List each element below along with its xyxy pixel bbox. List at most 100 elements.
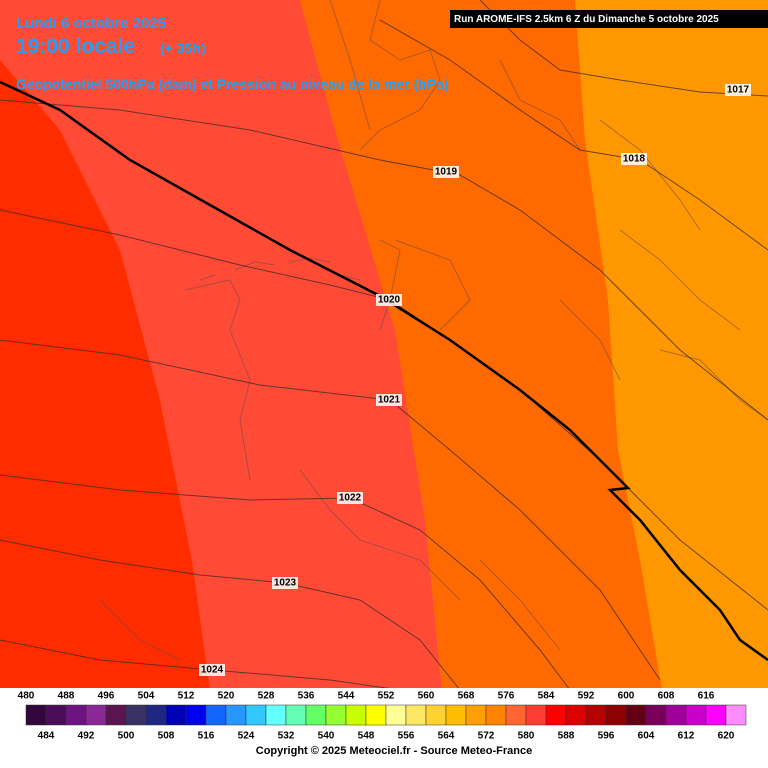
legend-swatch <box>665 704 687 726</box>
field-band <box>300 0 662 690</box>
legend-label: 604 <box>638 731 655 742</box>
isobar <box>0 474 571 691</box>
legend-swatch <box>585 704 607 726</box>
legend-label: 620 <box>718 731 735 742</box>
legend-swatch <box>225 704 247 726</box>
legend-label: 564 <box>438 731 455 742</box>
coastline <box>99 0 768 661</box>
time: 19:00 locale <box>16 35 135 58</box>
legend-swatch <box>645 704 667 726</box>
legend-label: 512 <box>178 691 195 702</box>
legend-label: 540 <box>318 731 335 742</box>
legend-label: 524 <box>238 731 255 742</box>
geopotential-line <box>0 80 768 662</box>
legend-swatch <box>505 704 527 726</box>
isobar-label-bg <box>199 664 225 676</box>
run-info: Run AROME-IFS 2.5km 6 Z du Dimanche 5 oc… <box>454 14 719 25</box>
legend-label: 596 <box>598 731 615 742</box>
legend-swatch <box>265 704 287 726</box>
legend-label: 556 <box>398 731 415 742</box>
legend-label: 580 <box>518 731 535 742</box>
legend-label: 536 <box>298 691 315 702</box>
legend-swatch <box>145 704 167 726</box>
copyright: Copyright © 2025 Meteociel.fr - Source M… <box>256 745 532 757</box>
isobar-label-bg <box>725 84 751 96</box>
legend-label: 592 <box>578 691 595 702</box>
field-band <box>0 60 210 690</box>
legend-background <box>0 688 768 768</box>
legend: 480 488 496 504 512 520 528 536 544 552 560 568 576 5… <box>18 691 747 742</box>
isobar <box>0 339 661 681</box>
legend-label: 544 <box>338 691 355 702</box>
isobar-label: 1021 <box>378 395 401 406</box>
isobar-label: 1017 <box>727 85 750 96</box>
legend-label: 516 <box>198 731 215 742</box>
legend-swatch <box>385 704 407 726</box>
legend-swatch <box>285 704 307 726</box>
run-box <box>450 10 768 28</box>
legend-label: 588 <box>558 731 575 742</box>
legend-label: 508 <box>158 731 175 742</box>
legend-swatch <box>625 704 647 726</box>
legend-swatch <box>245 704 267 726</box>
legend-swatch <box>325 704 347 726</box>
legend-label: 484 <box>38 731 55 742</box>
legend-label: 576 <box>498 691 515 702</box>
isobar-labels: 1017 1018 1019 1020 1021 1022 1023 1024 <box>199 84 751 676</box>
legend-label: 548 <box>358 731 375 742</box>
legend-label: 560 <box>418 691 435 702</box>
legend-swatch <box>705 704 727 726</box>
legend-swatch <box>485 704 507 726</box>
isobar-label-bg <box>621 153 647 165</box>
legend-label: 568 <box>458 691 475 702</box>
legend-swatch <box>65 704 87 726</box>
date: Lundi 6 octobre 2025 <box>16 15 166 32</box>
lead-time: (+ 35h) <box>160 40 206 56</box>
legend-swatch <box>465 704 487 726</box>
legend-label: 500 <box>118 731 135 742</box>
legend-swatch <box>185 704 207 726</box>
legend-label: 584 <box>538 691 555 702</box>
legend-label: 532 <box>278 731 295 742</box>
legend-swatch <box>105 704 127 726</box>
isobar-label: 1023 <box>274 578 297 589</box>
field-band <box>0 0 442 690</box>
legend-label: 616 <box>698 691 715 702</box>
legend-label: 488 <box>58 691 75 702</box>
isobar-label-bg <box>433 166 459 178</box>
legend-swatch <box>605 704 627 726</box>
isobar-label: 1020 <box>378 295 401 306</box>
isobar-label-bg <box>376 294 402 306</box>
isobar-label: 1024 <box>201 665 224 676</box>
legend-swatch <box>685 704 707 726</box>
legend-label: 528 <box>258 691 275 702</box>
legend-label: 552 <box>378 691 395 702</box>
legend-label: 480 <box>18 691 35 702</box>
legend-swatch <box>365 704 387 726</box>
isobar-label: 1018 <box>623 154 646 165</box>
legend-label: 504 <box>138 691 155 702</box>
legend-label: 612 <box>678 731 695 742</box>
legend-swatch <box>725 704 747 726</box>
legend-swatch <box>305 704 327 726</box>
legend-label: 520 <box>218 691 235 702</box>
isobar <box>0 99 768 421</box>
legend-swatch <box>45 704 67 726</box>
isobar-label-bg <box>337 492 363 504</box>
isobar-label: 1019 <box>435 167 458 178</box>
isobar <box>479 0 768 97</box>
legend-swatch <box>25 704 47 726</box>
isobar-label-bg <box>376 394 402 406</box>
isobar-label: 1022 <box>339 493 362 504</box>
legend-label: 572 <box>478 731 495 742</box>
legend-label: 496 <box>98 691 115 702</box>
isobar <box>379 19 768 251</box>
legend-swatch <box>165 704 187 726</box>
legend-swatch <box>205 704 227 726</box>
legend-swatch <box>345 704 367 726</box>
legend-swatch <box>125 704 147 726</box>
legend-swatch <box>425 704 447 726</box>
legend-label: 600 <box>618 691 635 702</box>
